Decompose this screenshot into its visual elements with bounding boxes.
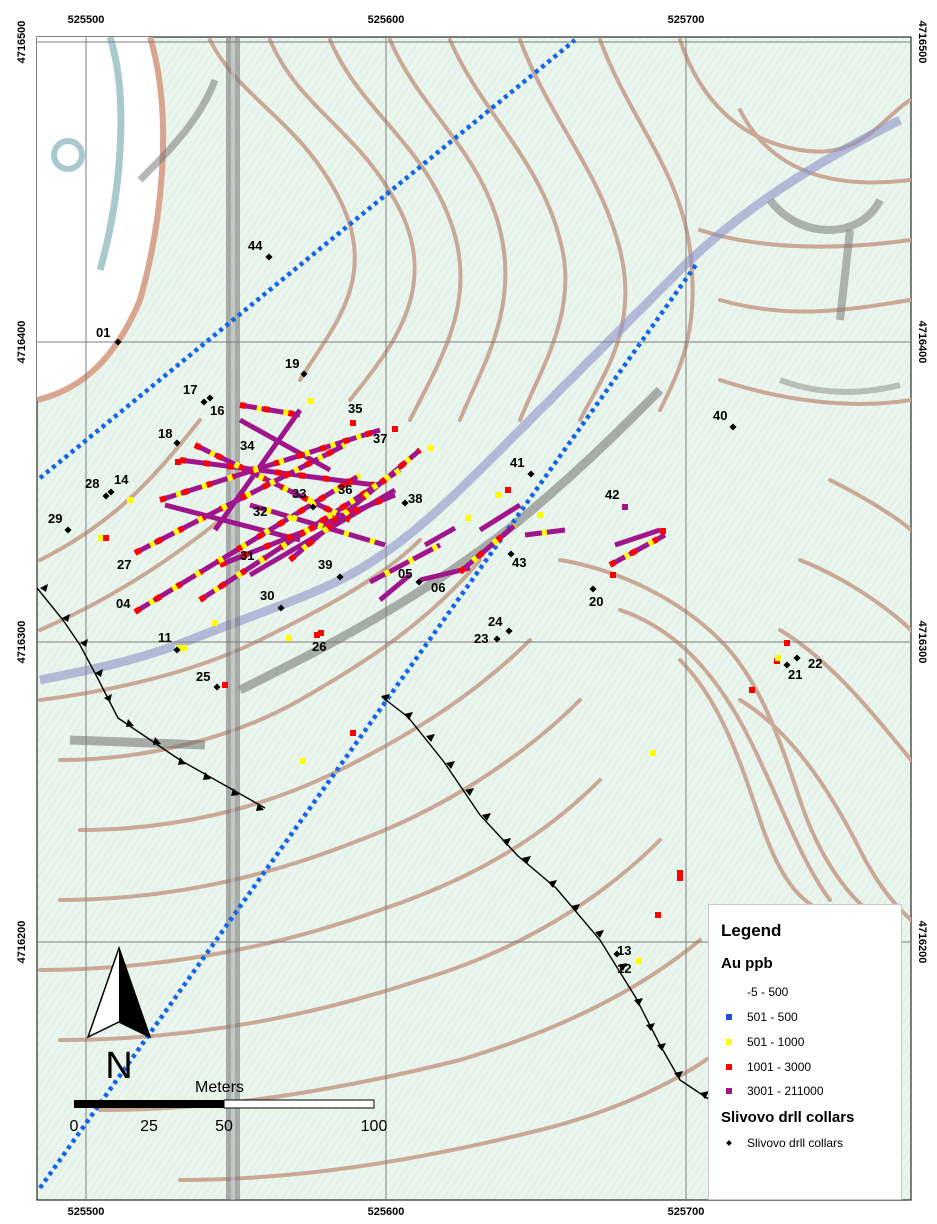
collar-label-23: 23 xyxy=(474,631,488,646)
legend-collar-swatch xyxy=(721,1138,737,1148)
collar-label-27: 27 xyxy=(117,557,131,572)
scale-tick-50: 50 xyxy=(215,1118,233,1135)
collar-label-26: 26 xyxy=(312,639,326,654)
collar-label-14: 14 xyxy=(114,472,129,487)
collar-label-20: 20 xyxy=(589,594,603,609)
collar-label-18: 18 xyxy=(158,426,172,441)
coord-right-y-3: 4716200 xyxy=(916,921,928,964)
dotted-boundaries xyxy=(38,38,700,1190)
collar-label-17: 17 xyxy=(183,382,197,397)
collar-label-13: 13 xyxy=(617,943,631,958)
collar-label-39: 39 xyxy=(318,557,332,572)
legend-swatch-3 xyxy=(721,1062,737,1072)
legend-au-title: Au ppb xyxy=(721,955,773,972)
drill-traces xyxy=(133,402,667,615)
legend-collar-label: Slivovo drll collars xyxy=(747,1136,844,1150)
coord-left-y-0: 4716500 xyxy=(16,21,28,64)
collar-label-30: 30 xyxy=(260,588,274,603)
legend-label-0: -5 - 500 xyxy=(747,985,789,999)
coord-right-y-1: 4716400 xyxy=(916,321,928,364)
fault-ticks xyxy=(40,584,786,1188)
collar-label-22: 22 xyxy=(808,656,822,671)
collar-label-41: 41 xyxy=(510,455,524,470)
river xyxy=(39,115,903,685)
coord-left-y-2: 4716300 xyxy=(16,621,28,664)
collar-label-05: 05 xyxy=(398,566,412,581)
legend: Legend Au ppb -5 - 500 501 - 500 501 - 1… xyxy=(708,904,902,1094)
legend-row-2: 501 - 1000 xyxy=(721,1034,804,1050)
legend-label-3: 1001 - 3000 xyxy=(747,1060,812,1074)
legend-row-0: -5 - 500 xyxy=(721,984,788,1000)
collar-label-24: 24 xyxy=(488,614,503,629)
collar-label-36: 36 xyxy=(338,482,352,497)
legend-row-collar: Slivovo drll collars xyxy=(721,1135,843,1151)
north-label: N xyxy=(105,1045,132,1087)
legend-label-1: 501 - 500 xyxy=(747,1010,798,1024)
scale-tick-100: 100 xyxy=(361,1118,388,1135)
collar-label-28: 28 xyxy=(85,476,99,491)
collar-label-32: 32 xyxy=(253,504,267,519)
collar-label-29: 29 xyxy=(48,511,62,526)
grid-lines xyxy=(37,37,911,1200)
collar-label-31: 31 xyxy=(240,548,254,563)
collar-label-16: 16 xyxy=(210,403,224,418)
collar-label-43: 43 xyxy=(512,555,526,570)
collar-label-44: 44 xyxy=(248,238,263,253)
assay-samples xyxy=(98,398,790,964)
coord-right-y-2: 4716300 xyxy=(916,621,928,664)
collar-label-06: 06 xyxy=(431,580,445,595)
legend-row-1: 501 - 500 xyxy=(721,1009,798,1025)
north-arrow-icon: N xyxy=(86,945,152,1087)
collar-label-19: 19 xyxy=(285,356,299,371)
collar-label-33: 33 xyxy=(292,486,306,501)
coord-left-y-1: 4716400 xyxy=(16,321,28,364)
scale-tick-25: 25 xyxy=(140,1118,158,1135)
collar-label-04: 04 xyxy=(116,596,131,611)
coord-bottom-x-2: 525700 xyxy=(668,1206,705,1218)
coord-left-y-3: 4716200 xyxy=(16,921,28,964)
collar-label-12: 12 xyxy=(617,961,631,976)
collar-label-11: 11 xyxy=(158,630,172,645)
coord-right-y-0: 4716500 xyxy=(916,21,928,64)
collar-label-37: 37 xyxy=(373,431,387,446)
legend-lower: 3001 - 211000 Slivovo drll collars Slivo… xyxy=(708,1083,902,1200)
scale-title: Meters xyxy=(195,1079,244,1096)
collar-label-01: 01 xyxy=(96,325,110,340)
collar-label-21: 21 xyxy=(788,667,802,682)
collar-labels: 01 44 19 17 16 35 18 34 37 40 41 28 14 3… xyxy=(48,238,822,976)
contour-lines xyxy=(38,38,911,1182)
legend-title: Legend xyxy=(721,921,782,940)
coord-bottom-x-1: 525600 xyxy=(368,1206,405,1218)
coord-top-x-2: 525700 xyxy=(668,14,705,26)
clearing-area xyxy=(37,37,164,400)
legend-collar-title: Slivovo drll collars xyxy=(721,1109,855,1126)
collar-markers xyxy=(64,253,801,958)
legend-label-2: 501 - 1000 xyxy=(747,1035,805,1049)
collar-label-40: 40 xyxy=(713,408,727,423)
road xyxy=(226,37,240,1200)
collar-label-35: 35 xyxy=(348,401,362,416)
collar-label-34: 34 xyxy=(240,438,255,453)
legend-row-4: 3001 - 211000 xyxy=(721,1083,824,1099)
legend-swatch-4 xyxy=(721,1086,737,1096)
legend-label-4: 3001 - 211000 xyxy=(747,1084,824,1098)
collar-label-25: 25 xyxy=(196,669,210,684)
coord-bottom-x-0: 525500 xyxy=(68,1206,105,1218)
collar-label-38: 38 xyxy=(408,491,422,506)
coord-top-x-0: 525500 xyxy=(68,14,105,26)
legend-swatch-0 xyxy=(721,987,737,997)
legend-swatch-2 xyxy=(721,1037,737,1047)
scale-tick-0: 0 xyxy=(70,1118,79,1135)
legend-row-3: 1001 - 3000 xyxy=(721,1059,811,1075)
scale-bar: Meters 0 25 50 100 xyxy=(70,1079,388,1135)
coord-top-x-1: 525600 xyxy=(368,14,405,26)
collar-label-42: 42 xyxy=(605,487,619,502)
legend-swatch-1 xyxy=(721,1012,737,1022)
